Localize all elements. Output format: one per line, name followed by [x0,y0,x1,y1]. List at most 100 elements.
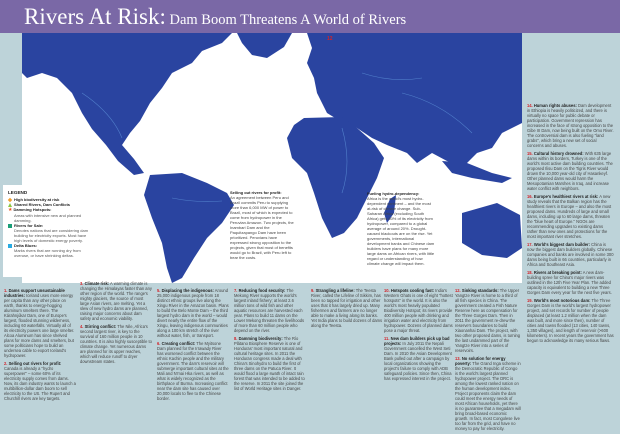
world-map-graphic [22,33,522,283]
item-text: Fueling hydro-dependency: [367,191,420,196]
legend: LEGEND High biodiversity at risk Shared … [3,185,98,277]
north-america [22,33,232,175]
item-number: 15. [527,151,533,156]
item-12: 12. Sinking standards: The Upper Yangtze… [455,288,521,353]
right-column: 14. Human rights abuses: Dam development… [522,33,620,401]
item-6: 6. Creating conflict: The Myitsone Dam p… [157,341,229,401]
item-9: 9. Strangling a lifeline: The Teesta Riv… [311,288,383,328]
item-heading: Sinking standards: [461,288,499,293]
legend-item-delta-blues: Delta Blues: Marks rivers that are runnin… [8,243,93,258]
item-8: 8. Damming biodiversity: The Río Plátano… [234,336,306,391]
item-text: The Myitsone Dam planned for the Irrawad… [157,341,229,401]
item-text: Denotes nations that are considering dam… [14,228,89,243]
item-heading: Reducing food security: [238,288,286,293]
item-text: India's Western Ghats is one of eight "h… [384,288,453,333]
item-text: Dam Boom Threatens A World of Rivers [165,12,407,28]
star-icon: ★ [8,207,13,213]
item-19: 19. World's most notorious dam: The Thre… [527,298,614,343]
item-text: The Mekong River supports the world's la… [234,288,305,333]
item-number: 6. [157,341,161,346]
item-3: 3. Climate risk: A warming climate is ch… [80,281,152,321]
item-13: 13. No solution for energy poverty: The … [455,356,521,431]
item-heading: Rivers at breaking point: [533,270,582,275]
item-text: The Nile, Africa's second largest river,… [80,324,152,364]
item-1: 1. Dams support unsustainable industries… [4,288,76,358]
item-heading: Strangling a lifeline: [315,288,355,293]
item-text: Rivers At Risk [24,4,160,29]
item-text: Canada is already a "hydro superpower" –… [4,366,76,401]
item-number: 7. [234,288,238,293]
item-text: Delta Blues: [14,243,38,248]
item-number: 18. [527,270,533,275]
item-text: Iceland uses more energy per capita than… [4,293,75,358]
item-number: 11. [384,336,390,341]
legend-item-rivers-for-sale: Rivers for Sale: Denotes nations that are… [8,223,93,243]
item-10: 10. Hotspots cooling fast: India's Weste… [384,288,456,333]
column-7: 12. Sinking standards: The Upper Yangtze… [455,288,521,434]
map-callout-peru: Selling out rivers for profit: An agreeme… [230,190,296,260]
item-heading: World's biggest dam builder: [533,242,591,247]
item-text: Around 25,000 indigenous people from 18 … [157,288,229,338]
item-15: 15. Cultural history drowned: With 635 l… [527,151,614,191]
south-america [144,173,234,283]
item-heading: Human rights abuses: [533,103,577,108]
item-text: A new dam-building spree for China's maj… [527,270,612,295]
item-text: Shared Rivers, Dam Conflicts [14,202,71,207]
column-2: 3. Climate risk: A warming climate is ch… [80,281,152,367]
triangle-icon [8,202,12,207]
item-text: Areas with intensive new and planned dam… [14,213,82,223]
item-text: An agreement between Peru and Brazil com… [230,195,294,260]
item-text: Damming Hotspots: [13,207,52,212]
africa [287,117,384,238]
item-number: 10. [384,288,390,293]
column-1: 1. Dams support unsustainable industries… [4,288,76,404]
item-7: 7. Reducing food security: The Mekong Ri… [234,288,306,333]
item-number: 9. [311,288,315,293]
map-callout-africa: Fueling hydro-dependency: Africa is the w… [367,191,435,266]
item-17: 17. World's biggest dam builder: China i… [527,242,614,267]
item-5: 5. Displacing the indigenous: Around 25,… [157,288,229,338]
column-6: 10. Hotspots cooling fast: India's Weste… [384,288,456,384]
item-number: 13. [455,356,461,361]
item-number: 4. [80,324,84,329]
item-text: The Teesta River, called the Lifeline of… [311,288,383,328]
item-number: 1. [4,288,8,293]
item-text: Rivers for Sale: [14,223,44,228]
item-number: 19. [527,298,533,303]
item-text: Marks rivers that are running dry from o… [14,248,81,258]
item-number: 16. [527,194,533,199]
legend-item-shared-rivers: Shared Rivers, Dam Conflicts [8,202,93,207]
item-number: 14. [527,103,533,108]
item-2: 2. Selling out rivers for profit: Canada… [4,361,76,401]
page-title: Rivers At Risk: Dam Boom Threatens A Wor… [24,4,406,30]
column-5: 9. Strangling a lifeline: The Teesta Riv… [311,288,383,331]
item-16: 16. Europe's healthiest rivers at risk: … [527,194,614,239]
item-text: High biodiversity at risk [14,197,60,202]
item-heading: Stirring conflict: [84,324,117,329]
item-heading: Europe's healthiest rivers at risk: [533,194,599,199]
item-text: China is now the biggest dam builders gl… [527,242,614,267]
item-heading: Creating conflict: [161,341,196,346]
column-4: 7. Reducing food security: The Mekong Ri… [234,288,306,394]
item-number: 2. [4,361,8,366]
item-text: The Río Plátano Biosphere Reserve is one… [234,336,305,391]
item-heading: Dams support unsustainable industries: [4,288,65,298]
greenland [237,33,292,58]
map-marker-label: 12 [327,36,333,42]
article-body: 1. Dams support unsustainable industries… [0,281,522,431]
item-text: LEGEND [8,190,28,195]
item-text: With 635 large dams within its borders, … [527,151,613,191]
item-number: 8. [234,336,238,341]
dollar-icon [8,223,12,228]
item-number: 5. [157,288,161,293]
item-text: Dam development in Ethiopia is heavily p… [527,103,614,148]
item-heading: Selling out rivers for profit: [8,361,62,366]
item-text: The Three Gorges Dam is the world's larg… [527,298,614,343]
item-heading: Climate risk: [84,281,110,286]
southeast-asia [442,161,512,183]
item-text: In July 2011 the Nepali Government cance… [384,341,452,381]
legend-item-biodiversity: High biodiversity at risk [7,197,93,202]
item-text: A new study reveals that the Balkan regi… [527,194,612,239]
australia [462,203,522,258]
item-text: Africa is the world's most hydro-depende… [367,196,435,266]
